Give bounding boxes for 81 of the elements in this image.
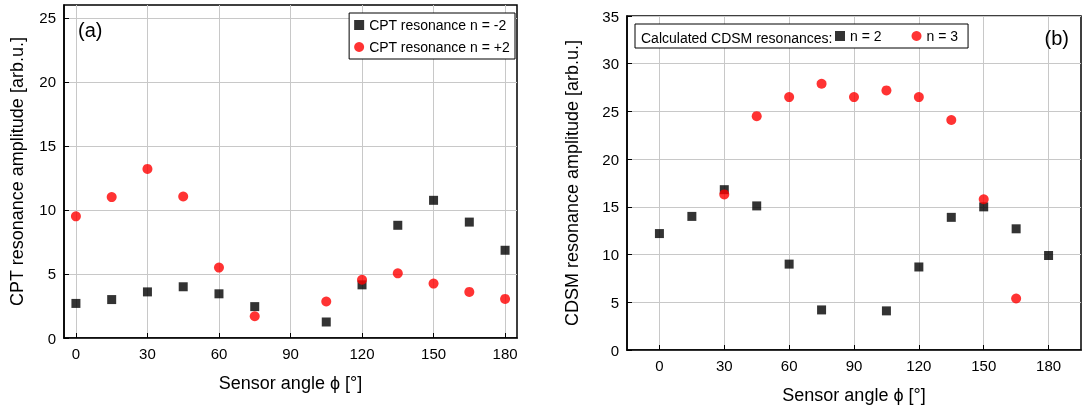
point [946, 212, 956, 222]
point [946, 115, 957, 126]
point [881, 85, 892, 96]
legend-label: CPT resonance n = -2 [369, 17, 507, 33]
point [429, 195, 439, 205]
point [1011, 293, 1022, 304]
x-tick-label: 90 [845, 357, 863, 374]
point [213, 262, 224, 273]
point [178, 282, 188, 292]
point [392, 268, 403, 279]
y-tick-label: 30 [602, 55, 619, 73]
point [142, 287, 152, 297]
y-tick-label: 10 [602, 246, 619, 264]
y-axis-title: CDSM resonance amplitude [arb.u.] [562, 39, 582, 327]
y-tick-label: 20 [602, 150, 619, 168]
point [751, 111, 762, 122]
x-tick-label: 150 [971, 357, 997, 374]
point [249, 311, 260, 322]
point [71, 298, 81, 308]
point [214, 289, 224, 299]
point [178, 191, 189, 202]
point [849, 92, 859, 103]
x-tick-label: 120 [349, 345, 375, 362]
x-tick-label: 90 [282, 345, 299, 362]
point [784, 92, 795, 103]
legend-label: n = 3 [926, 28, 959, 44]
point [1044, 251, 1054, 261]
point [70, 211, 81, 222]
x-tick-label: 180 [492, 345, 518, 362]
point [321, 296, 332, 307]
legend-label: n = 2 [850, 28, 882, 44]
point [817, 305, 827, 315]
annotation: (b) [1044, 27, 1070, 49]
annotation: (a) [78, 19, 103, 41]
point [687, 211, 697, 221]
point [719, 189, 730, 200]
x-tick-label: 0 [71, 345, 81, 362]
x-tick-label: 30 [139, 345, 156, 362]
y-tick-label: 15 [602, 198, 619, 216]
point [500, 245, 510, 255]
point [106, 192, 117, 203]
point [1011, 224, 1021, 234]
point [250, 302, 260, 312]
x-tick-label: 120 [906, 357, 932, 374]
x-axis-title: Sensor angle ϕ [°] [218, 373, 363, 393]
y-tick-label: 10 [39, 201, 56, 219]
x-axis-title: Sensor angle ϕ [°] [782, 385, 926, 405]
y-tick-label: 15 [39, 137, 56, 155]
y-tick-label: 35 [602, 7, 619, 25]
x-tick-label: 150 [421, 345, 447, 362]
point [393, 220, 403, 230]
point [500, 293, 511, 304]
point [428, 278, 439, 289]
point [752, 201, 762, 211]
legend-label: CPT resonance n = +2 [369, 39, 510, 55]
y-tick-label: 25 [39, 9, 56, 27]
y-tick-label: 0 [47, 329, 56, 347]
point [816, 78, 827, 89]
x-tick-label: 180 [1036, 357, 1062, 374]
y-axis-title: CPT resonance amplitude [arb.u.] [7, 37, 27, 306]
point [107, 295, 117, 305]
point [464, 217, 474, 227]
point [784, 259, 794, 269]
point [914, 262, 924, 272]
x-tick-label: 0 [655, 357, 664, 374]
point [357, 274, 368, 285]
x-tick-label: 60 [780, 357, 798, 374]
point [464, 286, 475, 297]
x-tick-label: 60 [210, 345, 228, 362]
y-tick-label: 25 [602, 102, 619, 120]
y-tick-label: 5 [610, 293, 619, 311]
point [978, 194, 989, 205]
x-tick-label: 30 [715, 357, 733, 374]
point [881, 306, 891, 316]
y-tick-label: 20 [39, 73, 56, 91]
legend-title: Calculated CDSM resonances: [641, 30, 833, 46]
point [321, 317, 331, 327]
y-tick-label: 5 [47, 265, 56, 283]
point [142, 163, 153, 174]
point [654, 229, 664, 239]
point [913, 92, 924, 103]
